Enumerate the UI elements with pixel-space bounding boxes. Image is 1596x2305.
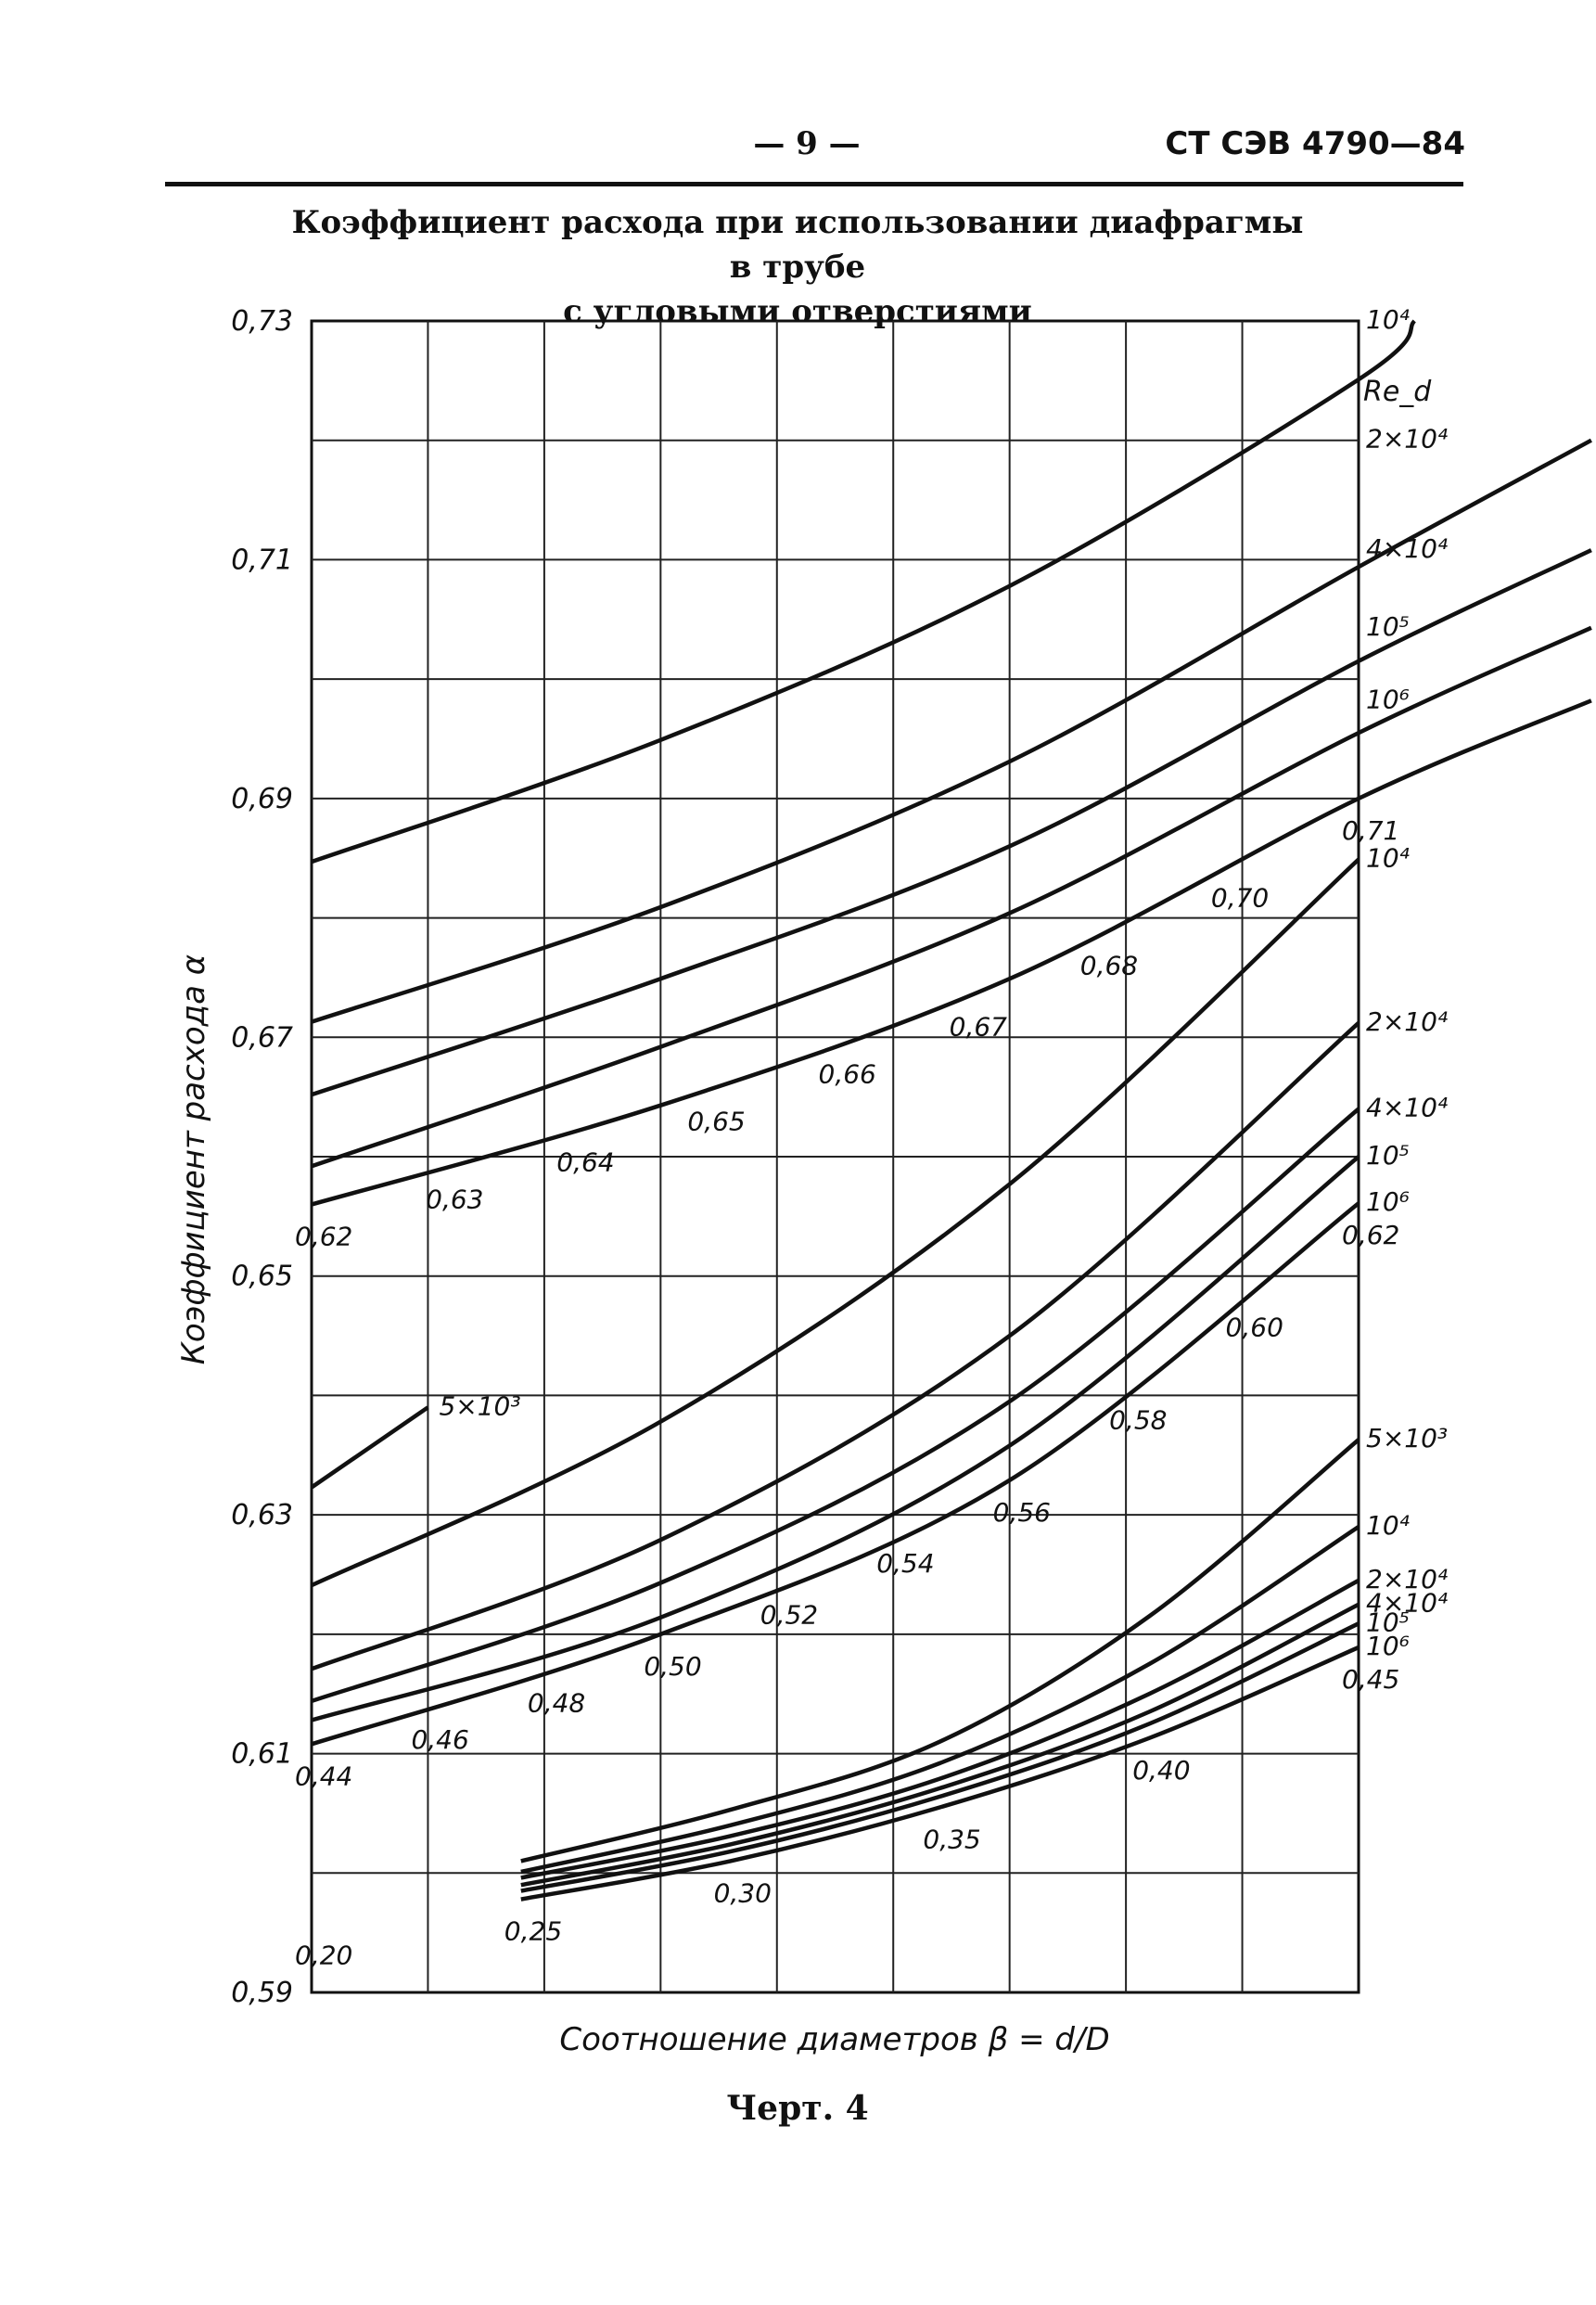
curve-re-4×10⁴ <box>520 1602 1360 1888</box>
chart-title-line-2: с угловыми отверстиями <box>563 293 1032 330</box>
series-label: 2×10⁴ <box>1366 424 1448 455</box>
beta-tick-label: 0,64 <box>556 1146 614 1177</box>
x-axis-title: Соотношение диаметров β = d/D <box>559 2021 1109 2058</box>
curve-re-10⁶ <box>311 698 1592 1207</box>
beta-tick-label: 0,70 <box>1211 883 1269 914</box>
beta-tick-label: 0,54 <box>876 1548 934 1579</box>
beta-tick-label: 0,68 <box>1080 951 1138 981</box>
document-code: СТ СЭВ 4790—84 <box>1165 125 1465 162</box>
series-label: 10⁵ <box>1366 1140 1410 1171</box>
curve-re-10⁴ <box>311 857 1360 1588</box>
legend-title: Re_d <box>1363 376 1432 408</box>
y-tick-label: 0,59 <box>231 1977 293 2009</box>
series-label: 5×10³ <box>1366 1423 1448 1453</box>
beta-tick-label: 0,45 <box>1342 1664 1399 1695</box>
series-label: 4×10⁴ <box>1366 533 1448 564</box>
beta-tick-label: 0,20 <box>295 1940 352 1970</box>
y-tick-label: 0,71 <box>231 544 293 576</box>
beta-tick-label: 0,46 <box>411 1724 468 1755</box>
curve-re-2×10⁴ <box>311 1021 1360 1671</box>
beta-tick-label: 0,58 <box>1109 1404 1167 1435</box>
page-number: — 9 — <box>753 125 861 162</box>
beta-tick-label: 0,25 <box>504 1916 562 1947</box>
beta-tick-label: 0,30 <box>714 1877 772 1908</box>
chart-labels: 0,73 0,71 0,69 0,67 0,65 0,63 0,61 0,59 Коэффици… <box>175 304 1448 2058</box>
series-label: 4×10⁴ <box>1366 1093 1448 1123</box>
series-label: 10⁵ <box>1366 611 1410 642</box>
curve-re-10⁵ <box>520 1621 1360 1893</box>
series-label: 10⁶ <box>1366 1186 1410 1217</box>
chart-title-line-1: Коэффициент расхода при использовании ди… <box>291 204 1304 286</box>
beta-tick-label: 0,40 <box>1132 1755 1190 1786</box>
series-label: 10⁴ <box>1366 1510 1410 1541</box>
series-label: 10⁵ <box>1366 1607 1410 1637</box>
y-tick-label: 0,63 <box>231 1499 293 1531</box>
curve-re-10⁴ <box>311 319 1416 864</box>
curve-re-10⁴ <box>520 1525 1360 1875</box>
series-label: 10⁴ <box>1366 304 1410 335</box>
series-label: 10⁶ <box>1366 1631 1410 1661</box>
series-label: 4×10⁴ <box>1366 1588 1448 1619</box>
curve-re-10⁶ <box>311 1201 1360 1747</box>
series-label: 10⁴ <box>1366 843 1410 874</box>
chart-curves <box>310 319 1592 1902</box>
curve-re-4×10⁴ <box>311 548 1592 1097</box>
series-label: 5×10³ <box>439 1390 520 1421</box>
series-label: 2×10⁴ <box>1366 1006 1448 1037</box>
curve-re-10⁵ <box>311 625 1592 1169</box>
series-label: 10⁶ <box>1366 684 1410 714</box>
chart-grid <box>310 319 1360 1994</box>
beta-tick-label: 0,44 <box>295 1761 352 1791</box>
beta-tick-label: 0,60 <box>1226 1313 1283 1343</box>
curve-re-5×10³ <box>520 1438 1360 1863</box>
y-tick-label: 0,69 <box>231 783 293 815</box>
beta-tick-label: 0,66 <box>819 1058 876 1089</box>
curve-re-10⁶ <box>520 1645 1360 1902</box>
header-rule <box>165 182 1463 186</box>
curve-re-2×10⁴ <box>520 1578 1360 1880</box>
beta-tick-label: 0,62 <box>295 1221 352 1251</box>
beta-tick-label: 0,52 <box>760 1600 818 1631</box>
chart-title: Коэффициент расхода при использовании ди… <box>278 200 1317 334</box>
y-tick-label: 0,73 <box>231 305 293 338</box>
curve-re-10⁵ <box>311 1155 1360 1722</box>
beta-tick-label: 0,63 <box>426 1184 483 1214</box>
curve-re-5×10³ <box>310 1405 429 1490</box>
beta-tick-label: 0,56 <box>993 1497 1051 1528</box>
y-tick-label: 0,61 <box>231 1738 293 1771</box>
figure-caption: Черт. 4 <box>726 2089 869 2128</box>
series-label: 2×10⁴ <box>1366 1564 1448 1594</box>
beta-tick-label: 0,50 <box>644 1651 701 1682</box>
beta-tick-label: 0,67 <box>950 1011 1008 1042</box>
beta-tick-label: 0,65 <box>687 1107 745 1137</box>
curve-re-2×10⁴ <box>311 438 1592 1024</box>
y-tick-label: 0,65 <box>231 1261 293 1293</box>
beta-tick-label: 0,48 <box>528 1687 585 1718</box>
beta-tick-label: 0,35 <box>923 1824 980 1854</box>
curve-re-4×10⁴ <box>311 1107 1360 1704</box>
y-tick-label: 0,67 <box>231 1021 293 1054</box>
beta-tick-label: 0,62 <box>1342 1220 1399 1250</box>
beta-tick-label: 0,71 <box>1342 815 1399 846</box>
y-axis-title: Коэффициент расхода α <box>175 954 212 1364</box>
